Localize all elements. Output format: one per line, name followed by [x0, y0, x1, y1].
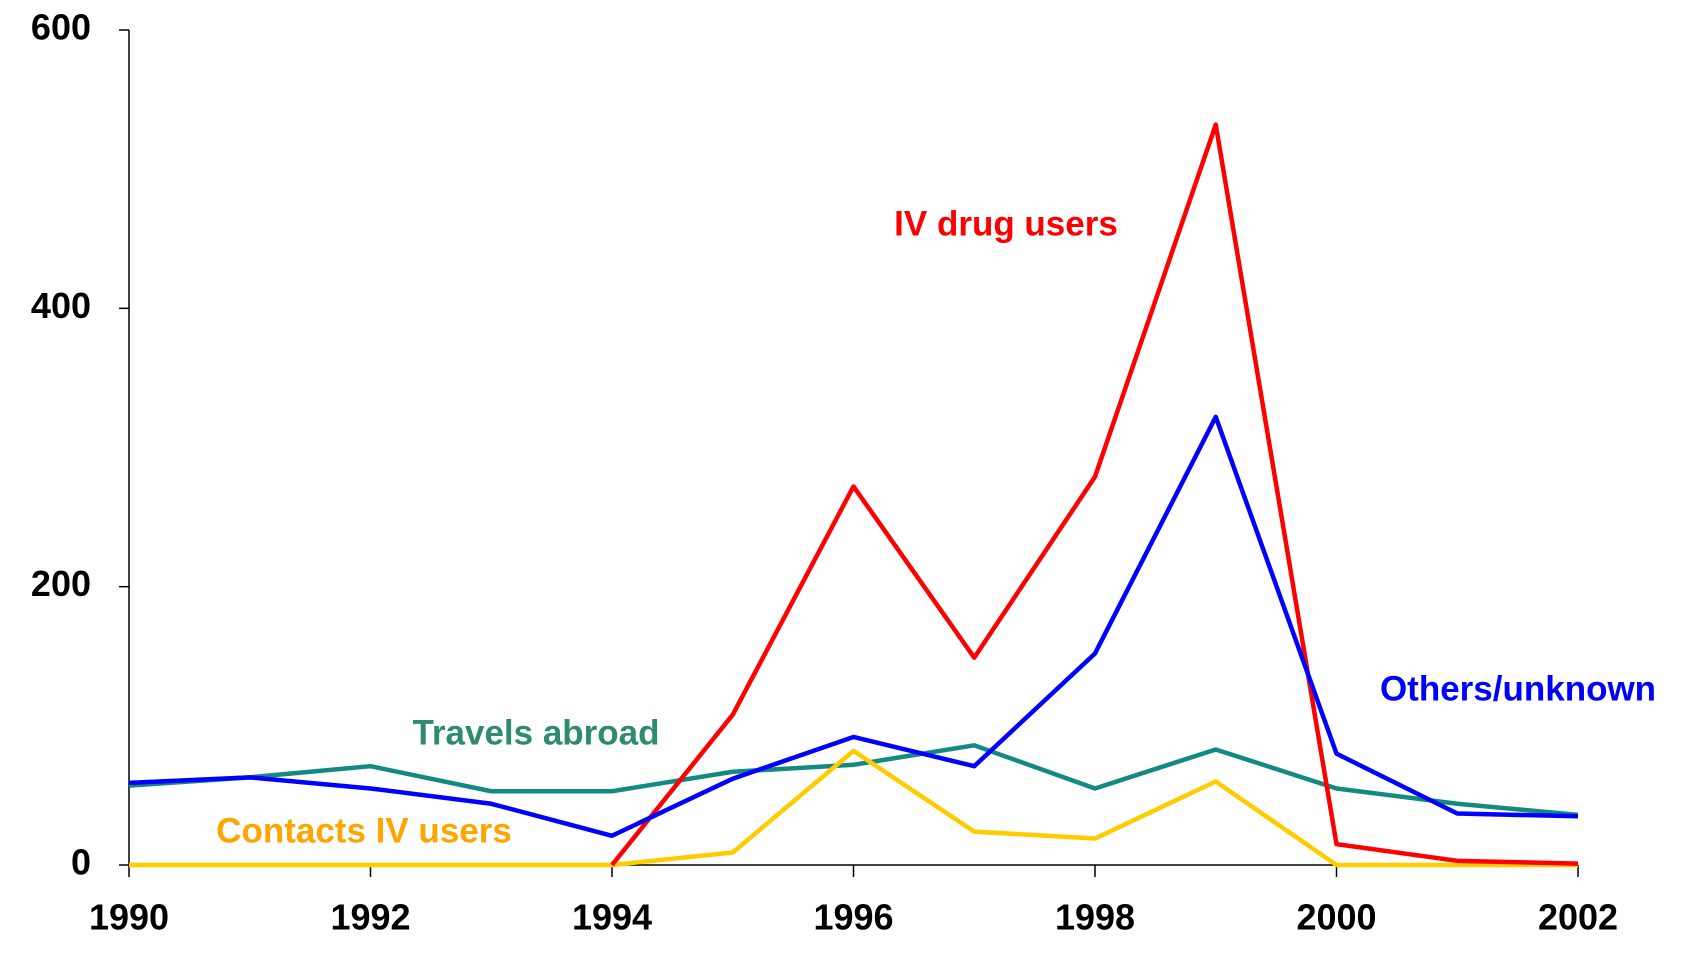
series-line [129, 748, 1578, 868]
x-tick-label: 2000 [1296, 897, 1376, 938]
x-tick-label: 1994 [572, 897, 652, 938]
series-label: Travels abroad [412, 713, 659, 752]
y-tick-label: 0 [71, 842, 91, 883]
x-tick-label: 1990 [89, 897, 169, 938]
series-line [128, 743, 1579, 818]
series-label: IV drug users [894, 204, 1118, 243]
series-line [128, 414, 1579, 839]
x-tick-label: 1996 [813, 897, 893, 938]
series-line [610, 122, 1579, 867]
y-tick-label: 400 [31, 285, 91, 326]
y-tick-label: 600 [31, 7, 91, 48]
x-tick-label: 1998 [1055, 897, 1135, 938]
series-label: Others/unknown [1380, 669, 1656, 708]
x-tick-label: 2002 [1538, 897, 1618, 938]
y-tick-label: 200 [31, 563, 91, 604]
x-tick-label: 1992 [330, 897, 410, 938]
series-label: Contacts IV users [216, 811, 512, 850]
